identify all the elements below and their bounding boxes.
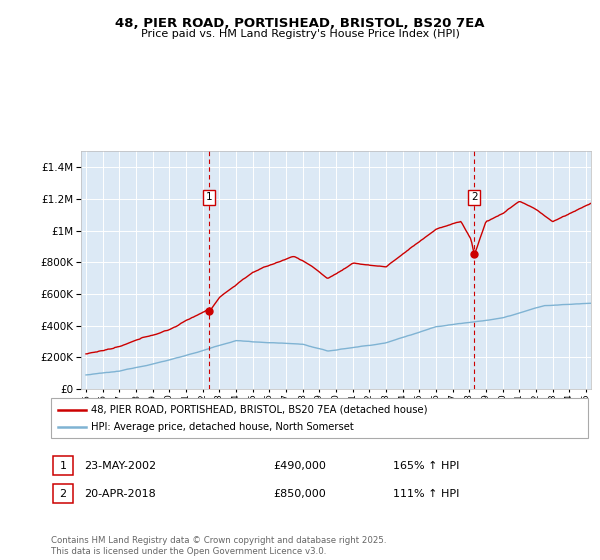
Text: 48, PIER ROAD, PORTISHEAD, BRISTOL, BS20 7EA (detached house): 48, PIER ROAD, PORTISHEAD, BRISTOL, BS20…: [91, 405, 427, 415]
Text: 1: 1: [206, 192, 212, 202]
Text: 48, PIER ROAD, PORTISHEAD, BRISTOL, BS20 7EA: 48, PIER ROAD, PORTISHEAD, BRISTOL, BS20…: [115, 17, 485, 30]
Text: 2: 2: [471, 192, 478, 202]
Text: Contains HM Land Registry data © Crown copyright and database right 2025.
This d: Contains HM Land Registry data © Crown c…: [51, 536, 386, 556]
Text: 1: 1: [59, 461, 67, 471]
Text: 20-APR-2018: 20-APR-2018: [84, 489, 156, 499]
Text: 165% ↑ HPI: 165% ↑ HPI: [393, 461, 460, 471]
Text: 2: 2: [59, 489, 67, 499]
Text: Price paid vs. HM Land Registry's House Price Index (HPI): Price paid vs. HM Land Registry's House …: [140, 29, 460, 39]
Text: £850,000: £850,000: [273, 489, 326, 499]
Text: HPI: Average price, detached house, North Somerset: HPI: Average price, detached house, Nort…: [91, 422, 353, 432]
Text: 23-MAY-2002: 23-MAY-2002: [84, 461, 156, 471]
Text: £490,000: £490,000: [273, 461, 326, 471]
Text: 111% ↑ HPI: 111% ↑ HPI: [393, 489, 460, 499]
